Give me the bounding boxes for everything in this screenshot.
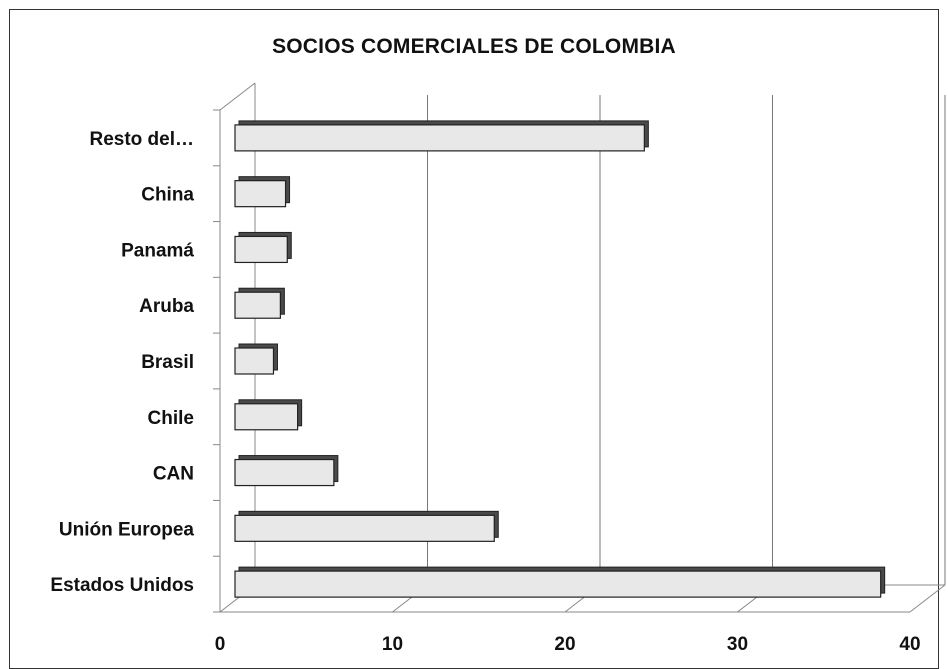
- category-label: CAN: [153, 464, 194, 485]
- floor-line-40: [909, 584, 946, 613]
- x-tick-label: 40: [899, 634, 920, 655]
- category-label: China: [141, 185, 194, 206]
- bar-resto-del-: [234, 124, 645, 152]
- bar-china: [234, 180, 287, 208]
- bar-can: [234, 458, 335, 487]
- bar-chile: [234, 403, 299, 431]
- chart-frame: [9, 9, 939, 669]
- wall-top-edge: [219, 82, 256, 111]
- x-tick-label: 0: [215, 634, 226, 655]
- bar-estados-unidos: [234, 570, 882, 598]
- category-label: Aruba: [139, 296, 194, 317]
- bar-unión-europea: [234, 514, 495, 542]
- category-label: Unión Europea: [59, 519, 195, 540]
- bar-panamá: [234, 235, 288, 264]
- x-tick-label: 30: [727, 634, 748, 655]
- x-tick-label: 20: [554, 634, 575, 655]
- category-label: Chile: [148, 408, 194, 429]
- x-tick-label: 10: [382, 634, 403, 655]
- category-label: Resto del…: [89, 129, 194, 150]
- category-label: Estados Unidos: [50, 575, 194, 596]
- chart-title: SOCIOS COMERCIALES DE COLOMBIA: [272, 35, 676, 58]
- category-label: Panamá: [121, 240, 194, 261]
- bar-aruba: [234, 291, 281, 319]
- bar-brasil: [234, 347, 275, 375]
- category-label: Brasil: [141, 352, 194, 373]
